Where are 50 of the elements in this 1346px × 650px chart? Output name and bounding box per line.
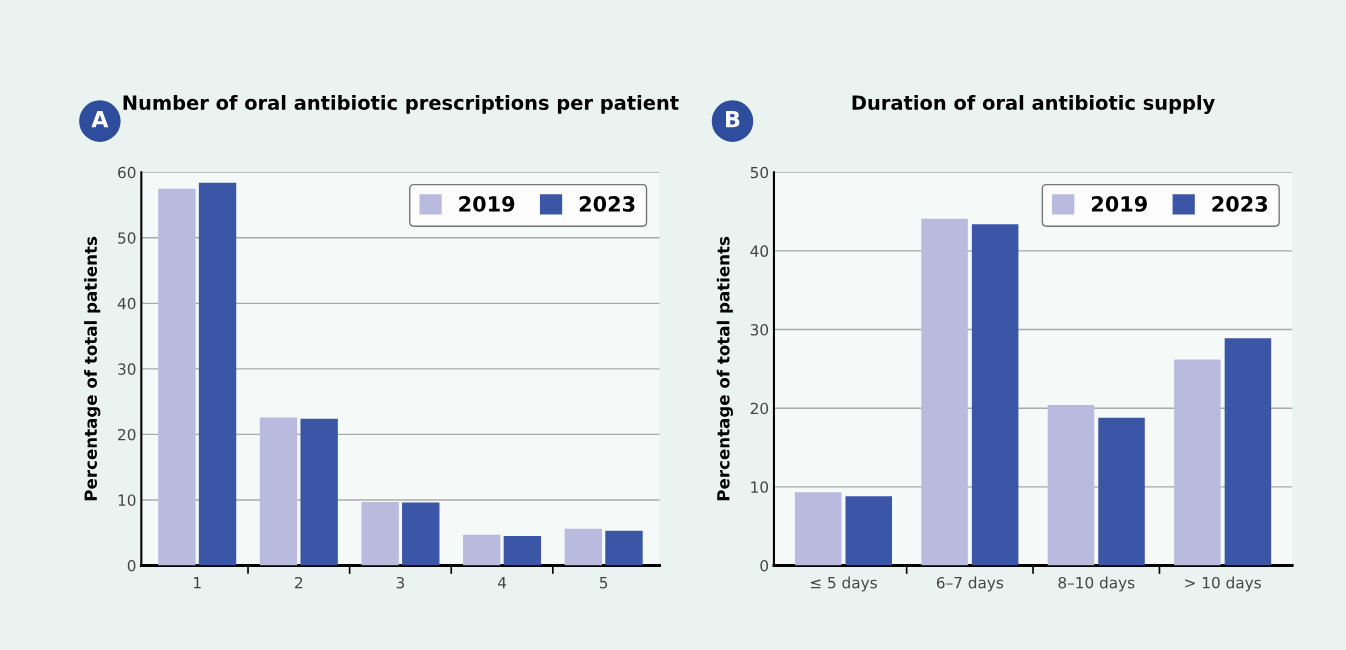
bar bbox=[921, 218, 968, 566]
y-axis-title: Percentage of total patients bbox=[84, 236, 101, 501]
y-tick-label: 20 bbox=[118, 428, 136, 441]
x-tick-label: 2 bbox=[295, 576, 303, 589]
bar bbox=[1174, 359, 1221, 566]
chart-title: Duration of oral antibiotic supply bbox=[852, 94, 1215, 114]
bar bbox=[1098, 417, 1145, 566]
y-tick-label: 50 bbox=[118, 232, 136, 244]
y-tick-label: 40 bbox=[117, 297, 136, 310]
bar bbox=[503, 536, 542, 566]
text: B bbox=[726, 111, 740, 128]
y-tick-label: 60 bbox=[118, 166, 136, 179]
y-tick-label: 0 bbox=[760, 559, 769, 572]
legend-label: 2019 bbox=[459, 196, 515, 212]
y-tick-label: 10 bbox=[751, 481, 769, 493]
bar bbox=[794, 492, 842, 566]
x-tick-label: 8–10 days bbox=[1058, 576, 1135, 592]
y-tick-label: 50 bbox=[750, 166, 769, 179]
legend-label: 2019 bbox=[1091, 196, 1147, 212]
bar bbox=[1047, 405, 1095, 566]
bar bbox=[605, 530, 643, 566]
bar bbox=[402, 502, 440, 566]
bar bbox=[971, 224, 1019, 566]
chart-title: Number of oral antibiotic prescriptions per patient bbox=[123, 94, 679, 114]
bar bbox=[564, 528, 603, 566]
y-tick-label: 30 bbox=[118, 363, 136, 375]
y-tick-label: 20 bbox=[750, 402, 769, 415]
y-axis-title: Percentage of total patients bbox=[716, 236, 733, 501]
x-tick-label: 5 bbox=[599, 577, 608, 589]
bar bbox=[158, 188, 196, 566]
y-tick-label: 40 bbox=[750, 245, 769, 257]
bar bbox=[845, 496, 892, 566]
bar bbox=[463, 534, 501, 566]
x-tick-label: 4 bbox=[497, 577, 507, 589]
y-tick-label: 0 bbox=[127, 559, 136, 572]
x-tick-label: ≤ 5 days bbox=[810, 576, 877, 592]
bar bbox=[300, 418, 338, 566]
bar bbox=[361, 501, 399, 566]
x-tick-label: 6–7 days bbox=[936, 576, 1004, 592]
x-tick-label: > 10 days bbox=[1185, 576, 1261, 592]
legend-label: 2023 bbox=[579, 196, 635, 212]
x-tick-label: 3 bbox=[396, 576, 405, 589]
bar bbox=[1224, 338, 1272, 566]
text: A bbox=[91, 111, 109, 128]
x-tick-label: 1 bbox=[194, 577, 201, 589]
y-tick-label: 30 bbox=[750, 324, 769, 336]
bar bbox=[198, 182, 237, 566]
y-tick-label: 10 bbox=[118, 494, 136, 506]
legend-label: 2023 bbox=[1212, 196, 1268, 212]
bar bbox=[259, 417, 298, 566]
